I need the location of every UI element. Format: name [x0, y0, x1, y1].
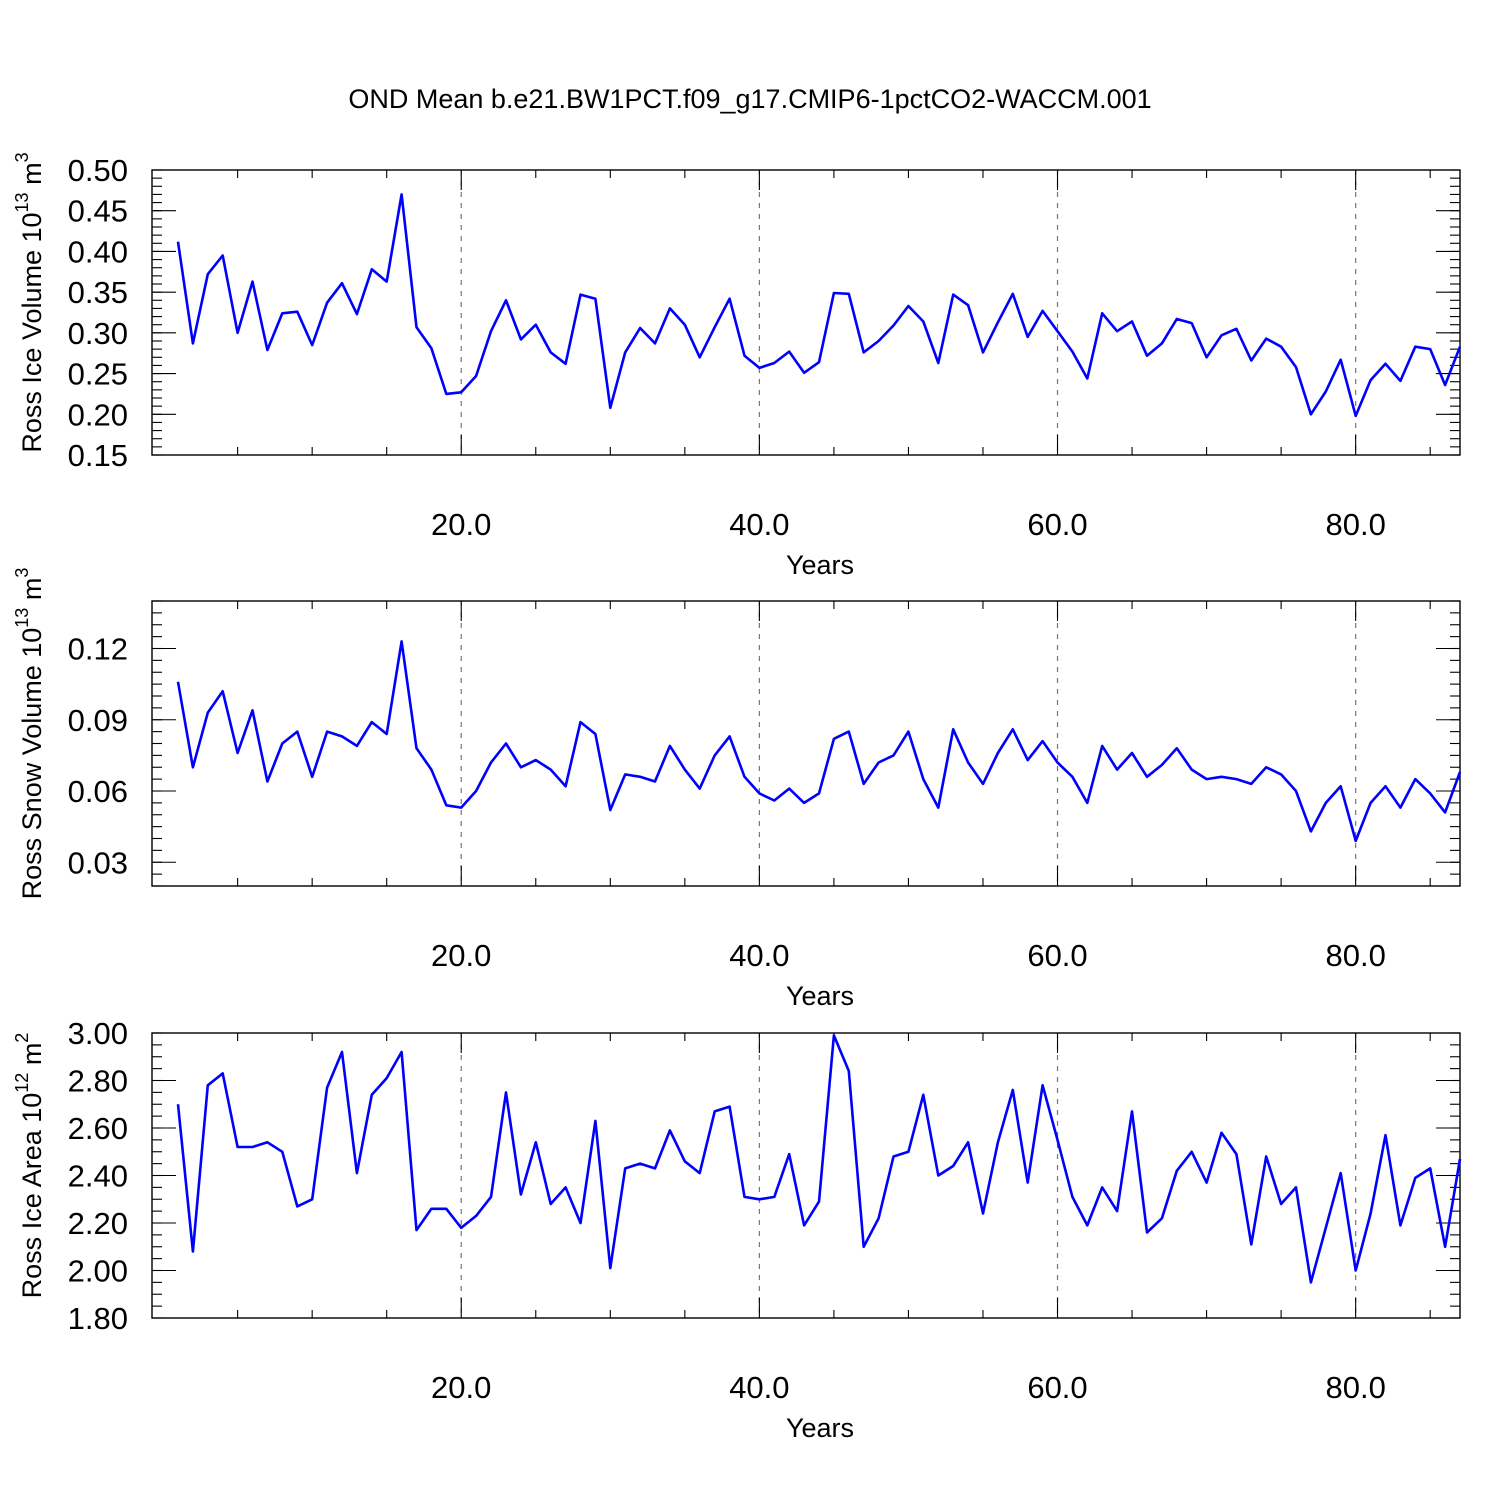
y-axis-label: Ross Snow Volume 1013 m3 — [12, 568, 47, 900]
y-tick-label: 0.40 — [68, 234, 128, 269]
x-tick-label: 20.0 — [431, 938, 491, 973]
y-tick-label: 0.35 — [68, 275, 128, 310]
y-tick-label: 0.20 — [68, 397, 128, 432]
y-tick-label: 2.00 — [68, 1254, 128, 1289]
x-tick-label: 60.0 — [1027, 507, 1087, 542]
x-tick-label: 60.0 — [1027, 938, 1087, 973]
x-tick-label: 20.0 — [431, 507, 491, 542]
series-line — [176, 1034, 1462, 1284]
x-axis-label: Years — [786, 1413, 854, 1443]
panel-ice-area: 1.80 2.00 2.20 2.40 2.60 2.80 3.00 20.0 40.0 60.… — [12, 1016, 1462, 1443]
series-line — [176, 640, 1462, 843]
plot-frame — [151, 169, 1461, 456]
y-tick-label: 0.30 — [68, 316, 128, 351]
panel-snow-volume: 0.03 0.06 0.09 0.12 20.0 40.0 60.0 80.0 Ross S… — [12, 568, 1462, 1011]
y-tick-label: 0.03 — [68, 845, 128, 880]
y-axis-label-text: Ross Ice Area 10 — [17, 1093, 47, 1299]
y-tick-label: 0.25 — [68, 357, 128, 392]
series-line — [176, 193, 1462, 418]
y-tick-label: 2.80 — [68, 1064, 128, 1099]
y-tick-label: 2.60 — [68, 1111, 128, 1146]
y-tick-label: 2.20 — [68, 1206, 128, 1241]
figure-title: OND Mean b.e21.BW1PCT.f09_g17.CMIP6-1pct… — [348, 84, 1151, 114]
x-tick-label: 40.0 — [729, 1370, 789, 1405]
y-tick-label: 2.40 — [68, 1159, 128, 1194]
x-tick-label: 40.0 — [729, 507, 789, 542]
y-tick-label: 3.00 — [68, 1016, 128, 1051]
y-tick-label: 0.12 — [68, 632, 128, 667]
x-axis-label: Years — [786, 550, 854, 580]
y-axis-label: Ross Ice Area 1012 m2 — [12, 1033, 47, 1299]
x-axis-label: Years — [786, 981, 854, 1011]
x-tick-label: 40.0 — [729, 938, 789, 973]
x-tick-label: 80.0 — [1325, 1370, 1385, 1405]
y-tick-label: 1.80 — [68, 1301, 128, 1336]
y-axis-label: Ross Ice Volume 1013 m3 — [12, 152, 47, 452]
panel-ice-volume: 0.15 0.20 0.25 0.30 0.35 0.40 0.45 0.50 20.0 40.… — [12, 152, 1462, 580]
y-tick-label: 0.06 — [68, 774, 128, 809]
y-tick-label: 0.15 — [68, 438, 128, 473]
y-tick-label: 0.50 — [68, 153, 128, 188]
x-tick-label: 80.0 — [1325, 938, 1385, 973]
y-axis-label-text: Ross Ice Volume 10 — [17, 212, 47, 452]
y-axis-label-text: Ross Snow Volume 10 — [17, 628, 47, 900]
y-tick-label: 0.45 — [68, 194, 128, 229]
x-tick-label: 60.0 — [1027, 1370, 1087, 1405]
x-tick-label: 80.0 — [1325, 507, 1385, 542]
x-tick-label: 20.0 — [431, 1370, 491, 1405]
plot-frame — [151, 600, 1461, 887]
y-tick-label: 0.09 — [68, 703, 128, 738]
